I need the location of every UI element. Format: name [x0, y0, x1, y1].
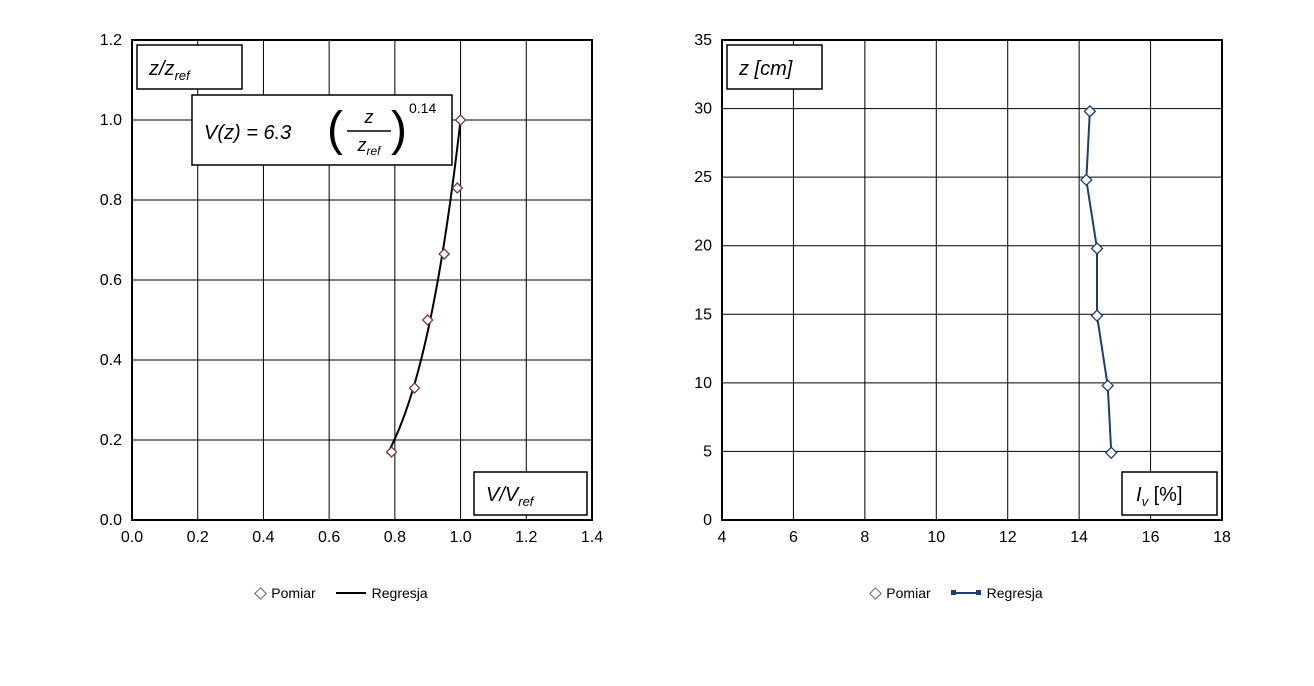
legend-regresja-label: Regresja: [372, 585, 428, 601]
left-chart: 0.0 0.2 0.4 0.6 0.8 1.0 1.2 1.4 0.0 0.2 0.4 0.6 0.8 1…: [72, 20, 612, 565]
line-marker-icon: [951, 592, 981, 594]
svg-text:0.6: 0.6: [100, 272, 122, 289]
svg-text:0: 0: [703, 512, 712, 529]
svg-text:6: 6: [789, 529, 798, 546]
svg-text:35: 35: [694, 32, 712, 49]
svg-text:): ): [391, 103, 407, 156]
svg-text:V(z) = 6.3: V(z) = 6.3: [204, 122, 291, 144]
legend-pomiar-label: Pomiar: [271, 585, 315, 601]
svg-text:0.8: 0.8: [100, 192, 122, 209]
svg-text:1.2: 1.2: [100, 32, 122, 49]
svg-text:5: 5: [703, 443, 712, 460]
svg-text:0.6: 0.6: [318, 529, 340, 546]
svg-text:1.0: 1.0: [100, 112, 122, 129]
svg-text:10: 10: [927, 529, 945, 546]
legend-pomiar: Pomiar: [256, 585, 315, 601]
svg-text:16: 16: [1142, 529, 1160, 546]
svg-text:0.2: 0.2: [100, 432, 122, 449]
right-chart-wrapper: 468101214161805101520253035z [cm]Iv [%] …: [672, 20, 1242, 601]
legend-pomiar-r-label: Pomiar: [886, 585, 930, 601]
svg-text:25: 25: [694, 169, 712, 186]
svg-text:14: 14: [1070, 529, 1088, 546]
svg-text:12: 12: [999, 529, 1017, 546]
diamond-icon: [254, 587, 267, 600]
svg-text:z: z: [364, 107, 374, 127]
legend-regresja-r: Regresja: [951, 585, 1043, 601]
svg-text:0.8: 0.8: [384, 529, 406, 546]
svg-text:0.0: 0.0: [121, 529, 143, 546]
right-legend: Pomiar Regresja: [871, 585, 1042, 601]
svg-text:15: 15: [694, 306, 712, 323]
svg-text:0.4: 0.4: [100, 352, 122, 369]
svg-text:0.0: 0.0: [100, 512, 122, 529]
svg-text:8: 8: [860, 529, 869, 546]
svg-text:20: 20: [694, 238, 712, 255]
svg-text:18: 18: [1213, 529, 1231, 546]
svg-text:0.4: 0.4: [252, 529, 274, 546]
diamond-icon: [869, 587, 882, 600]
svg-text:1.0: 1.0: [449, 529, 471, 546]
right-chart: 468101214161805101520253035z [cm]Iv [%]: [672, 20, 1242, 565]
left-legend: Pomiar Regresja: [256, 585, 427, 601]
left-chart-wrapper: 0.0 0.2 0.4 0.6 0.8 1.0 1.2 1.4 0.0 0.2 0.4 0.6 0.8 1…: [72, 20, 612, 601]
legend-regresja-r-label: Regresja: [987, 585, 1043, 601]
svg-text:10: 10: [694, 375, 712, 392]
legend-pomiar-r: Pomiar: [871, 585, 930, 601]
legend-regresja: Regresja: [336, 585, 428, 601]
svg-text:(: (: [327, 103, 343, 156]
svg-text:0.2: 0.2: [187, 529, 209, 546]
svg-text:30: 30: [694, 101, 712, 118]
line-icon: [336, 592, 366, 594]
svg-text:1.2: 1.2: [515, 529, 537, 546]
svg-text:z [cm]: z [cm]: [738, 58, 793, 80]
svg-text:0.14: 0.14: [409, 100, 436, 116]
svg-text:1.4: 1.4: [581, 529, 603, 546]
svg-text:4: 4: [718, 529, 727, 546]
